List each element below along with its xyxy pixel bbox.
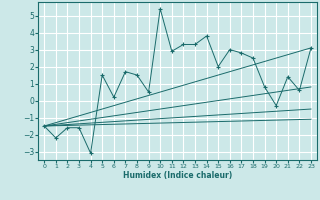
X-axis label: Humidex (Indice chaleur): Humidex (Indice chaleur) (123, 171, 232, 180)
